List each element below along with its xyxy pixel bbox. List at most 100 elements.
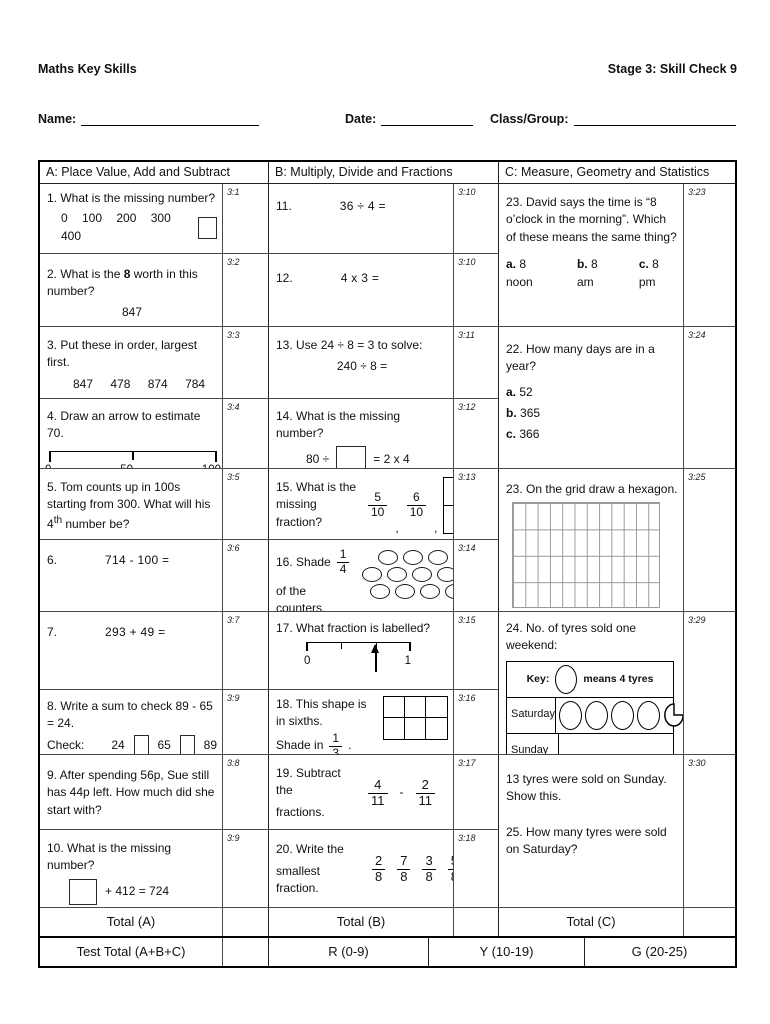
q18-skill-code: 3:16: [453, 690, 498, 754]
test-total-label: Test Total (A+B+C): [76, 944, 186, 959]
q5-skill-code: 3:5: [222, 469, 268, 539]
question-4: 4. Draw an arrow to estimate 70. 0 50 10…: [40, 399, 268, 469]
band-yellow-label: Y (10-19): [428, 938, 584, 966]
q18-sixths-shape: [383, 696, 448, 740]
total-c-label: Total (C): [498, 908, 683, 936]
c3-text: 23. On the grid draw a hexagon.: [506, 482, 678, 496]
q8-skill-code: 3:9: [222, 690, 268, 754]
question-17: 17. What fraction is labelled? 0 1 3:15: [269, 612, 498, 690]
doc-title: Maths Key Skills: [38, 62, 137, 76]
question-23-time: 23. David says the time is “8 o’clock in…: [499, 184, 735, 327]
q14-post: = 2 x 4: [373, 452, 410, 467]
q19-fraction-1: 4 11: [368, 777, 388, 809]
column-a: A: Place Value, Add and Subtract 1. What…: [40, 162, 268, 907]
totals-row: Total (A) Total (B) Total (C): [40, 907, 735, 936]
q6-expression: 714 - 100 =: [105, 553, 170, 567]
q14-skill-code: 3:12: [453, 399, 498, 468]
test-total-row: Test Total (A+B+C) R (0-9) Y (10-19) G (…: [40, 936, 735, 966]
three-quarter-tyre-icon: [664, 703, 683, 727]
q16-skill-code: 3:14: [453, 540, 498, 611]
c2-text: 22. How many days are in a year?: [506, 342, 655, 374]
q17-label-1: 1: [404, 655, 411, 668]
question-22-days: 22. How many days are in a year? a. 52 b…: [499, 327, 735, 469]
question-10: 10. What is the missing number? + 412 = …: [40, 830, 268, 907]
q10-answer-box: [69, 878, 97, 905]
q8-check-label: Check:: [47, 738, 85, 753]
question-2: 2. What is the 8 worth in this number? 8…: [40, 254, 268, 327]
column-c: C: Measure, Geometry and Statistics 23. …: [498, 162, 735, 907]
question-8: 8. Write a sum to check 89 - 65 = 24. Ch…: [40, 690, 268, 755]
c3-drawing-grid: [512, 502, 660, 609]
q13-expression: 240 ÷ 8 =: [336, 359, 388, 374]
q15-comma-1: ,: [395, 520, 399, 535]
column-b-header: B: Multiply, Divide and Fractions: [269, 162, 498, 184]
q17-arrow: [375, 645, 377, 673]
q15-text: 15. What is the missing fraction?: [276, 479, 357, 529]
band-green-label: G (20-25): [584, 938, 734, 966]
question-24-pictogram: 24. No. of tyres sold one weekend: Key: …: [499, 612, 735, 755]
column-b: B: Multiply, Divide and Fractions 11. 36…: [268, 162, 498, 907]
counter: [387, 567, 407, 582]
class-blank-line: [573, 112, 736, 126]
counter: [445, 584, 453, 599]
q4-tick-0: 0: [45, 462, 51, 468]
tyre-icon: [559, 700, 583, 730]
q8-n2: 65: [157, 738, 171, 753]
counter: [420, 584, 440, 599]
q1-sequence: 0 100 200 300 400: [61, 211, 171, 243]
q1-answer-box: [197, 216, 217, 239]
q17-text: 17. What fraction is labelled?: [276, 621, 431, 635]
page-header: Maths Key Skills Stage 3: Skill Check 9: [38, 62, 737, 76]
question-13: 13. Use 24 ÷ 8 = 3 to solve: 240 ÷ 8 = 3…: [269, 327, 498, 399]
q15-missing-fraction-box: [443, 476, 453, 534]
q15-skill-code: 3:13: [453, 469, 498, 539]
c2-skill-code: 3:24: [683, 327, 735, 468]
name-label: Name:: [38, 112, 77, 126]
test-total-score-box: [222, 938, 268, 966]
q8-answer-box-1: [133, 734, 149, 754]
q15-comma-2: ,: [434, 520, 438, 535]
column-a-header: A: Place Value, Add and Subtract: [40, 162, 268, 184]
q3-numbers: 847 478 874 784: [73, 376, 206, 391]
question-5: 5. Tom counts up in 100s starting from 3…: [40, 469, 268, 540]
saturday-tyres: [556, 698, 683, 733]
tyre-icon: [611, 700, 635, 730]
q13-text: 13. Use 24 ÷ 8 = 3 to solve:: [276, 338, 423, 352]
c1-skill-code: 3:23: [683, 184, 735, 326]
question-9: 9. After spending 56p, Sue still has 44p…: [40, 755, 268, 830]
q8-n3: 89: [203, 738, 217, 753]
question-1: 1. What is the missing number? 0 100 200…: [40, 184, 268, 254]
question-19: 19. Subtract the fractions. 4 11 - 2 11 3:1…: [269, 755, 498, 830]
date-label: Date:: [345, 112, 377, 126]
q4-skill-code: 3:4: [222, 399, 268, 468]
counter: [362, 567, 382, 582]
c4-skill-code: 3:29: [683, 612, 735, 754]
c5-text-1: 13 tyres were sold on Sunday. Show this.: [506, 772, 667, 804]
c4-text: 24. No. of tyres sold one weekend:: [506, 621, 637, 653]
q14-text: 14. What is the missing number?: [276, 409, 401, 441]
question-6: 6. 714 - 100 = 3:6: [40, 540, 268, 612]
q19-fraction-2: 2 11: [415, 777, 435, 809]
q4-number-line: [49, 450, 217, 462]
q17-skill-code: 3:15: [453, 612, 498, 689]
counter: [378, 550, 398, 565]
q7-skill-code: 3:7: [222, 612, 268, 689]
identity-row: Name: Date: Class/Group:: [38, 112, 737, 132]
sunday-tyres-empty: [559, 734, 673, 754]
q12-skill-code: 3:10: [453, 254, 498, 326]
q1-skill-code: 3:1: [222, 184, 268, 253]
class-label: Class/Group:: [490, 112, 569, 126]
q10-skill-code: 3:9: [222, 830, 268, 907]
counter: [370, 584, 390, 599]
total-a-score-box: [222, 908, 268, 936]
q17-number-line: 0 1: [304, 642, 411, 684]
q9-text: 9. After spending 56p, Sue still has 44p…: [47, 768, 215, 817]
class-group: Class/Group:: [490, 112, 736, 126]
q3-skill-code: 3:3: [222, 327, 268, 398]
c3-skill-code: 3:25: [683, 469, 735, 611]
